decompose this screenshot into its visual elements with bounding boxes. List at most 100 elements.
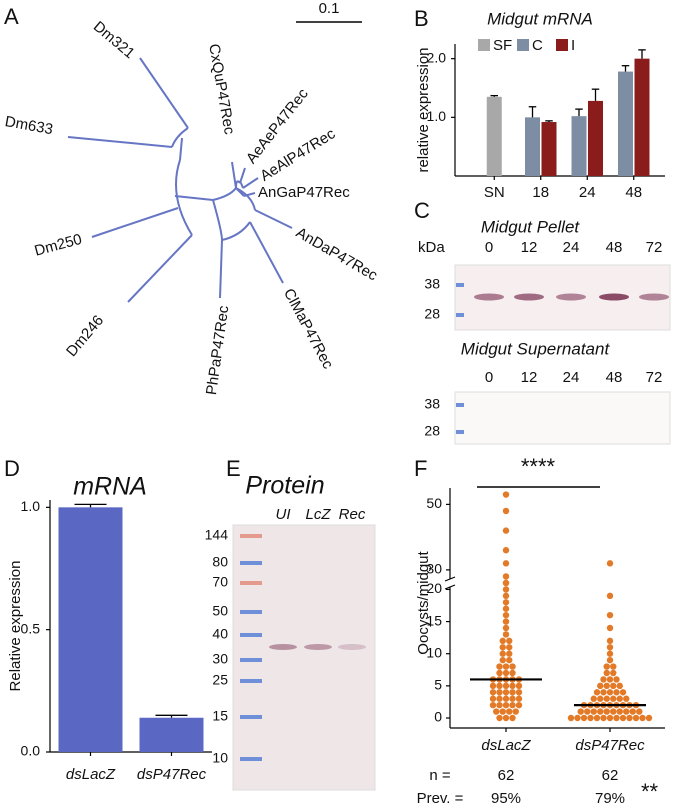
dot — [515, 689, 523, 696]
dot — [600, 689, 607, 696]
panel-label: A — [4, 4, 19, 29]
y-tick-label: 0.0 — [21, 743, 41, 759]
bar — [588, 100, 603, 176]
dot — [509, 663, 516, 670]
x-tick-label: dsLacZ — [481, 737, 531, 754]
y-tick-label: 10 — [426, 644, 442, 660]
ladder-band — [240, 679, 262, 683]
dot — [626, 714, 633, 722]
bar — [139, 717, 204, 752]
dot — [600, 714, 607, 722]
dot — [606, 656, 614, 664]
dot — [506, 637, 513, 645]
dot — [606, 689, 614, 696]
blot-title: Midgut Supernatant — [461, 339, 611, 358]
chart-title: mRNA — [73, 473, 147, 501]
dot — [580, 714, 588, 722]
table-cell: n = — [429, 767, 451, 784]
dot — [623, 708, 630, 715]
blot-band — [304, 644, 332, 650]
dot — [502, 605, 510, 612]
blot-title: Protein — [245, 472, 324, 500]
lane-label: 24 — [563, 369, 580, 386]
lane-label: 12 — [521, 369, 538, 386]
dot — [603, 669, 610, 677]
dot — [606, 560, 614, 567]
lane-label: 48 — [606, 239, 623, 256]
bar — [618, 71, 633, 176]
lane-label: 24 — [563, 239, 580, 256]
y-tick-label: 5 — [434, 677, 442, 693]
dot — [489, 695, 497, 702]
ladder-band — [240, 757, 262, 761]
ladder-band — [240, 561, 262, 565]
ladder-band — [456, 430, 464, 434]
lane-label: 72 — [646, 239, 663, 256]
dot — [502, 624, 510, 632]
legend-swatch — [517, 39, 529, 51]
blot-band — [514, 293, 544, 301]
dot — [499, 708, 506, 715]
dot — [636, 708, 643, 715]
dot — [639, 714, 646, 722]
dot — [629, 708, 636, 715]
bar — [541, 122, 557, 176]
y-tick-label: 0.5 — [21, 620, 41, 636]
dot — [623, 695, 630, 702]
dot — [496, 669, 503, 677]
y-tick-label: 1.0 — [21, 498, 41, 514]
lane-label: 0 — [485, 369, 493, 386]
ladder-band — [456, 283, 464, 287]
table-cell: Prev. = — [417, 790, 464, 807]
blot-band — [599, 293, 629, 301]
dot — [499, 637, 506, 645]
dot — [606, 624, 614, 632]
blot-unit: kDa — [418, 239, 445, 256]
leaf-label: Dm321 — [90, 18, 138, 62]
dot — [502, 527, 510, 534]
leaf-label: Dm246 — [63, 312, 107, 360]
marker-label: 28 — [424, 306, 440, 322]
marker-label: 80 — [212, 554, 228, 570]
dot — [506, 708, 513, 715]
y-axis-label: Relative expression — [7, 561, 24, 692]
dot — [606, 676, 614, 683]
dot — [502, 714, 510, 722]
marker-label: 144 — [205, 527, 229, 543]
dot — [613, 714, 620, 722]
bar — [571, 116, 587, 176]
leaf-label: ClMaP47Rec — [280, 286, 337, 372]
x-tick-label: dsLacZ — [66, 766, 116, 783]
dot — [619, 714, 627, 722]
dot — [610, 708, 617, 715]
dot — [645, 714, 653, 722]
dot — [515, 682, 523, 690]
x-tick-label: SN — [484, 184, 505, 201]
marker-label: 38 — [424, 276, 440, 292]
dot — [616, 695, 623, 702]
dot — [515, 701, 523, 709]
dot — [502, 682, 510, 690]
lane-label: 72 — [646, 369, 663, 386]
leaf-label: PhPaP47Rec — [203, 304, 232, 396]
marker-label: 50 — [212, 603, 228, 619]
panel-label: E — [226, 456, 241, 481]
tree-branches — [67, 57, 293, 303]
dot — [502, 701, 510, 709]
dot — [502, 547, 510, 554]
dot — [610, 663, 617, 670]
dot — [606, 644, 614, 651]
dot — [567, 714, 575, 722]
significance: **** — [521, 454, 556, 479]
bar — [634, 58, 650, 176]
y-axis-label: Oocysts/midgut — [415, 550, 432, 654]
dot — [506, 650, 513, 657]
leaf-label: Dm633 — [4, 113, 55, 138]
dot — [509, 695, 516, 702]
dot — [509, 682, 516, 690]
blot-band — [474, 293, 504, 301]
dot — [619, 689, 627, 696]
scale-label: 0.1 — [319, 0, 340, 17]
marker-label: 15 — [212, 708, 228, 724]
